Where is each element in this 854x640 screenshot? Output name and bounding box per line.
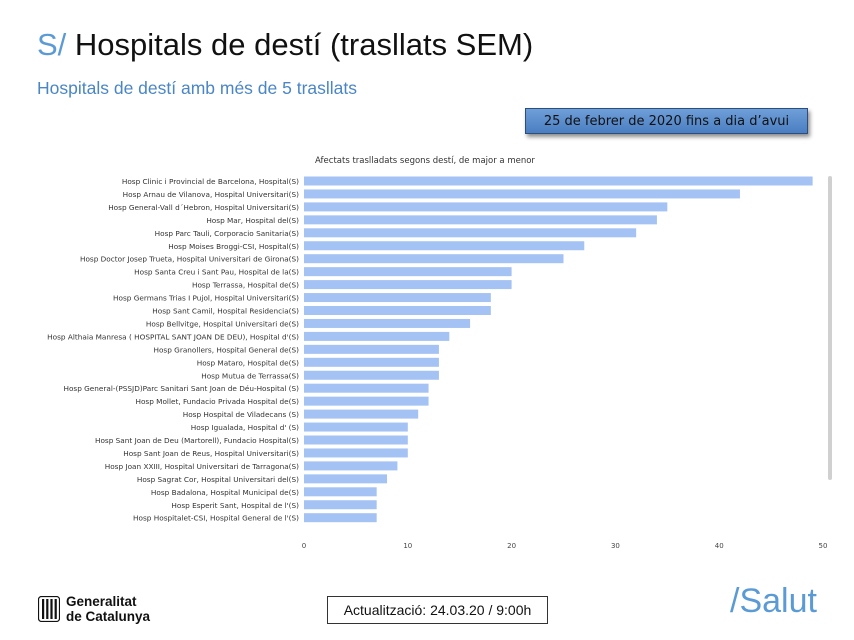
bar[interactable] xyxy=(304,202,668,212)
category-label: Hosp Doctor Josep Trueta, Hospital Unive… xyxy=(80,255,299,264)
page-subtitle: Hospitals de destí amb més de 5 trasllat… xyxy=(37,78,358,98)
bar[interactable] xyxy=(304,487,377,497)
title-text: Hospitals de destí (trasllats SEM) xyxy=(74,27,534,62)
bar[interactable] xyxy=(304,474,388,484)
category-label: Hosp Sagrat Cor, Hospital Universitari d… xyxy=(137,475,299,484)
category-label: Hosp Clinic i Provincial de Barcelona, H… xyxy=(122,177,299,186)
category-label: Hosp Sant Camil, Hospital Residencia(S) xyxy=(152,307,299,316)
x-tick-label: 0 xyxy=(302,542,306,550)
category-label: Hosp Bellvitge, Hospital Universitari de… xyxy=(146,319,299,328)
category-label: Hosp Granollers, Hospital General de(S) xyxy=(153,345,299,354)
category-label: Hosp Arnau de Vilanova, Hospital Univers… xyxy=(123,190,299,199)
bar[interactable] xyxy=(304,344,439,354)
date-range-badge: 25 de febrer de 2020 fins a dia d’avui xyxy=(525,108,808,134)
title-prefix: S/ xyxy=(37,27,67,62)
bar[interactable] xyxy=(304,254,564,264)
category-label: Hosp Mar, Hospital del(S) xyxy=(206,216,299,225)
category-label: Hosp Mollet, Fundacio Privada Hospital d… xyxy=(135,397,299,406)
bar[interactable] xyxy=(304,293,491,303)
category-label: Hosp Germans Trias I Pujol, Hospital Uni… xyxy=(113,294,299,303)
category-label: Hosp Parc Tauli, Corporacio Sanitaria(S) xyxy=(155,229,299,238)
bar[interactable] xyxy=(304,228,637,238)
logo-line-1: Generalitat xyxy=(66,594,137,609)
category-label: Hosp Badalona, Hospital Municipal de(S) xyxy=(151,488,299,497)
x-tick-label: 10 xyxy=(403,542,412,550)
bar[interactable] xyxy=(304,448,408,458)
bar[interactable] xyxy=(304,318,471,328)
bar[interactable] xyxy=(304,280,512,290)
bar[interactable] xyxy=(304,357,439,367)
category-label: Hosp Igualada, Hospital d' (S) xyxy=(191,423,299,432)
bar[interactable] xyxy=(304,306,491,315)
bar[interactable] xyxy=(304,215,657,225)
bar-chart: Afectats traslladats segons destí, de ma… xyxy=(47,156,832,550)
x-tick-label: 30 xyxy=(611,542,620,550)
chart-scrollbar[interactable] xyxy=(828,176,832,480)
update-timestamp: Actualització: 24.03.20 / 9:00h xyxy=(327,596,548,624)
category-label: Hosp Mutua de Terrassa(S) xyxy=(201,371,299,380)
category-label: Hosp Moises Broggi-CSI, Hospital(S) xyxy=(168,242,299,251)
category-label: Hosp Terrassa, Hospital de(S) xyxy=(192,281,299,290)
x-tick-label: 50 xyxy=(819,542,828,550)
bar[interactable] xyxy=(304,461,398,471)
category-label: Hosp Mataro, Hospital de(S) xyxy=(197,358,299,367)
category-label: Hosp Althaia Manresa ( HOSPITAL SANT JOA… xyxy=(47,332,299,341)
category-label: Hosp Hospitalet-CSI, Hospital General de… xyxy=(133,514,299,523)
page-title: S/ Hospitals de destí (trasllats SEM) xyxy=(37,26,533,64)
bar[interactable] xyxy=(304,370,439,380)
bar[interactable] xyxy=(304,396,429,406)
bar[interactable] xyxy=(304,435,408,445)
bar[interactable] xyxy=(304,189,740,199)
bar[interactable] xyxy=(304,267,512,277)
bar[interactable] xyxy=(304,331,450,341)
category-label: Hosp Esperit Sant, Hospital de l'(S) xyxy=(171,501,299,510)
senyera-logo-icon xyxy=(38,596,60,622)
category-label: Hosp Sant Joan de Reus, Hospital Univers… xyxy=(123,449,299,458)
bar[interactable] xyxy=(304,409,419,419)
bar[interactable] xyxy=(304,383,429,393)
salut-brand: /Salut xyxy=(730,582,817,620)
chart-container: Afectats traslladats segons destí, de ma… xyxy=(0,148,854,558)
x-tick-label: 40 xyxy=(715,542,724,550)
bar[interactable] xyxy=(304,513,377,523)
logo-line-2: de Catalunya xyxy=(66,609,151,624)
x-tick-label: 20 xyxy=(507,542,516,550)
bar[interactable] xyxy=(304,241,585,251)
category-label: Hosp Joan XXIII, Hospital Universitari d… xyxy=(105,462,299,471)
category-label: Hosp General-Vall d´Hebron, Hospital Uni… xyxy=(108,203,299,212)
chart-title: Afectats traslladats segons destí, de ma… xyxy=(315,156,535,166)
generalitat-logo: Generalitat de Catalunya xyxy=(38,594,150,624)
category-label: Hosp General-(PSSJD)Parc Sanitari Sant J… xyxy=(63,384,299,393)
bar[interactable] xyxy=(304,422,408,432)
category-label: Hosp Santa Creu i Sant Pau, Hospital de … xyxy=(134,268,299,277)
category-label: Hosp Hospital de Viladecans (S) xyxy=(183,410,299,419)
category-label: Hosp Sant Joan de Deu (Martorell), Funda… xyxy=(95,436,299,445)
bar[interactable] xyxy=(304,500,377,510)
bar[interactable] xyxy=(304,176,813,186)
